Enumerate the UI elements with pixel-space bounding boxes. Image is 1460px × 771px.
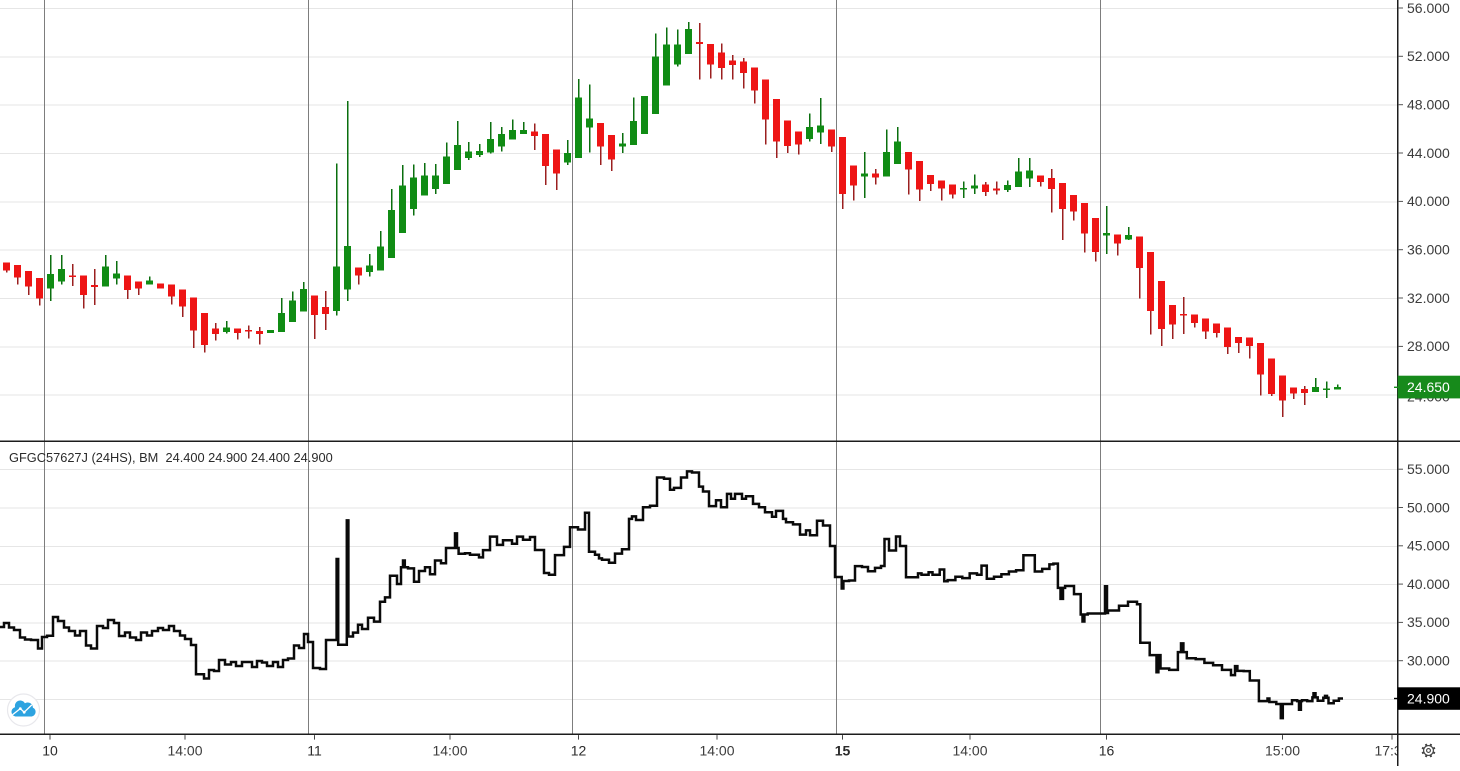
svg-text:50.000: 50.000 (1407, 499, 1450, 515)
svg-text:10: 10 (42, 742, 58, 758)
svg-text:40.000: 40.000 (1407, 576, 1450, 592)
svg-text:17:30: 17:30 (1374, 742, 1409, 758)
svg-text:48.000: 48.000 (1407, 97, 1450, 113)
svg-text:16: 16 (1099, 742, 1115, 758)
svg-text:32.000: 32.000 (1407, 290, 1450, 306)
svg-text:35.000: 35.000 (1407, 614, 1450, 630)
svg-text:40.000: 40.000 (1407, 193, 1450, 209)
svg-text:30.000: 30.000 (1407, 653, 1450, 669)
svg-text:36.000: 36.000 (1407, 242, 1450, 258)
svg-text:12: 12 (571, 742, 587, 758)
svg-text:45.000: 45.000 (1407, 538, 1450, 554)
svg-text:52.000: 52.000 (1407, 48, 1450, 64)
svg-text:14:00: 14:00 (167, 742, 202, 758)
svg-text:15:00: 15:00 (1265, 742, 1300, 758)
svg-text:24.650: 24.650 (1407, 379, 1450, 395)
svg-text:24.900: 24.900 (1407, 691, 1450, 707)
svg-text:GFGC57627J (24HS), BM 24.400: GFGC57627J (24HS), BM 24.400 24.900 24.4… (9, 450, 333, 465)
svg-text:56.000: 56.000 (1407, 0, 1450, 16)
svg-text:14:00: 14:00 (952, 742, 987, 758)
svg-text:28.000: 28.000 (1407, 338, 1450, 354)
svg-text:55.000: 55.000 (1407, 461, 1450, 477)
svg-text:15: 15 (835, 742, 851, 758)
svg-text:14:00: 14:00 (432, 742, 467, 758)
svg-text:14:00: 14:00 (699, 742, 734, 758)
svg-text:44.000: 44.000 (1407, 145, 1450, 161)
svg-text:11: 11 (307, 742, 322, 758)
